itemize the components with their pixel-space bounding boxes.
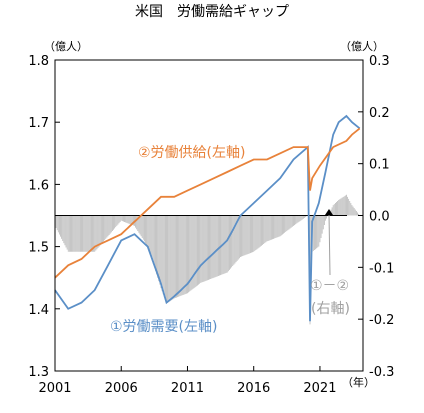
annotation-gap: ①－②	[310, 278, 349, 294]
series-line-supply	[54, 127, 361, 279]
annotation-gap-leader	[328, 213, 331, 276]
x-tick-label: 2021	[303, 381, 336, 396]
left-tick-label: 1.5	[28, 241, 49, 256]
series-lines	[54, 114, 361, 322]
annotation-supply: ②労働供給(左軸)	[138, 145, 245, 161]
x-tick-label: 2016	[237, 381, 270, 396]
gap-bars	[54, 194, 359, 325]
left-axis-unit: （億人）	[44, 40, 88, 53]
right-tick-label: 0.2	[369, 106, 390, 121]
x-tick-label: 2001	[38, 381, 71, 396]
right-tick-label: -0.3	[369, 365, 394, 380]
left-tick-label: 1.6	[28, 178, 49, 193]
left-tick-label: 1.8	[28, 54, 49, 69]
chart-title: 米国 労働需給ギャップ	[135, 4, 289, 20]
left-axis-ticks: 1.3 1.4 1.5 1.6 1.7 1.8	[28, 54, 60, 380]
left-tick-label: 1.7	[28, 116, 49, 131]
right-axis-unit: （億人）	[340, 40, 384, 53]
x-axis-unit: （年）	[342, 375, 375, 389]
left-tick-label: 1.4	[28, 303, 49, 318]
right-axis-ticks: -0.3 -0.2 -0.1 0.0 0.1 0.2 0.3	[358, 54, 394, 380]
right-tick-label: 0.1	[369, 158, 390, 173]
right-tick-label: 0.0	[369, 210, 390, 225]
x-axis-ticks: 2001 2006 2011 2016 2021	[38, 366, 336, 396]
right-tick-label: -0.1	[369, 261, 394, 276]
annotations: ②労働供給(左軸) ①労働需要(左軸) ①－② (右軸)	[110, 145, 350, 335]
annotation-gap-axis: (右軸)	[311, 301, 350, 317]
annotation-marker	[325, 209, 333, 215]
x-tick-label: 2006	[105, 381, 138, 396]
annotation-demand: ①労働需要(左軸)	[110, 319, 217, 335]
left-tick-label: 1.3	[28, 365, 49, 380]
right-tick-label: -0.2	[369, 313, 394, 328]
series-line-demand	[54, 114, 361, 322]
x-tick-label: 2011	[171, 381, 204, 396]
right-tick-label: 0.3	[369, 54, 390, 69]
